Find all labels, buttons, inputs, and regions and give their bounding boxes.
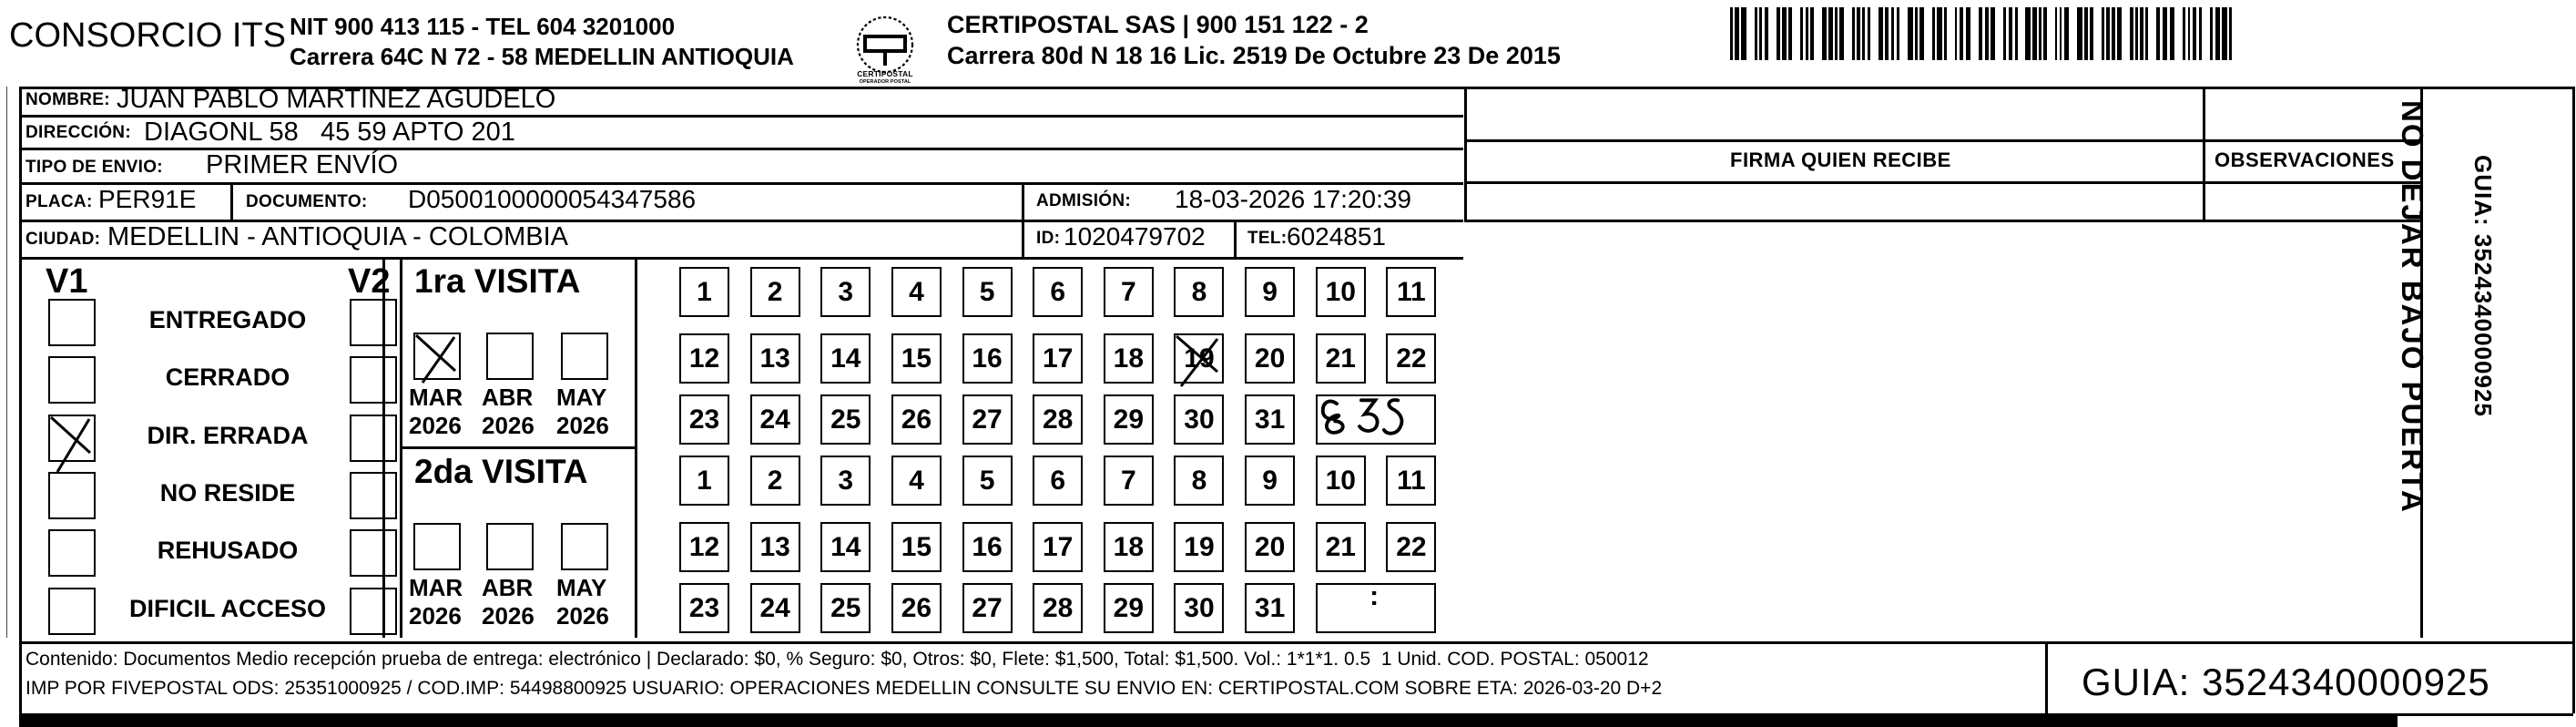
svg-text:CERTIPOSTAL: CERTIPOSTAL — [857, 69, 913, 78]
svg-text:OPERADOR POSTAL: OPERADOR POSTAL — [860, 79, 911, 83]
